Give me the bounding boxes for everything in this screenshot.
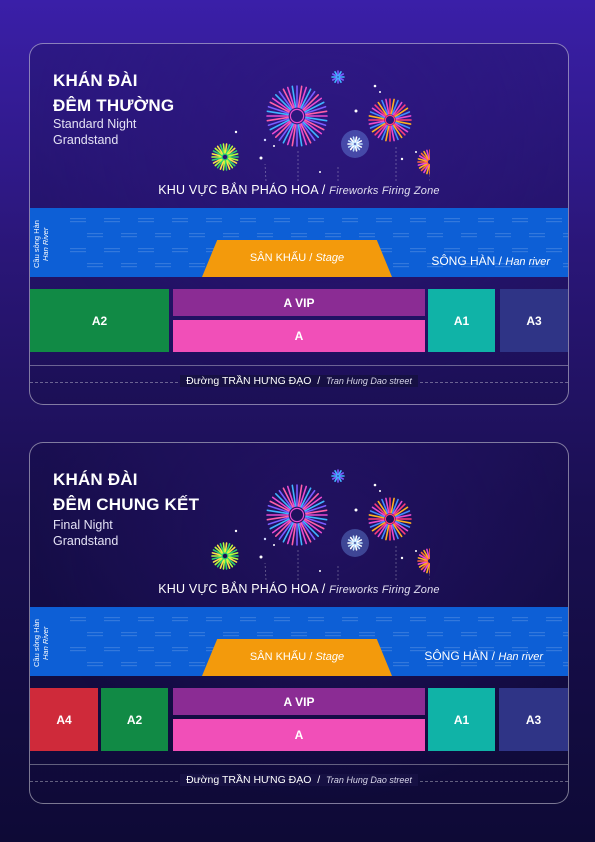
sparkle xyxy=(259,156,263,160)
sparkle xyxy=(263,138,267,142)
firework-burst xyxy=(347,136,363,152)
title-line-1: KHÁN ĐÀI xyxy=(53,71,138,90)
sparkle xyxy=(273,544,275,546)
sparkle xyxy=(234,130,238,134)
sparkle xyxy=(319,570,321,572)
sparkle xyxy=(415,550,417,552)
seat-section-a[interactable]: A xyxy=(173,320,425,352)
seat-section-a3[interactable]: A3 xyxy=(500,289,568,352)
han-bridge-label: Cầu sông Hàn Han River xyxy=(32,220,50,268)
road-edge-line xyxy=(30,365,568,366)
title-line-2: ĐÊM CHUNG KẾT xyxy=(53,495,200,514)
seat-section-a1[interactable]: A1 xyxy=(428,688,495,751)
card-subtitle: Final Night Grandstand xyxy=(53,517,118,549)
river-name-label: SÔNG HÀN / Han river xyxy=(424,649,543,663)
road-edge-line xyxy=(30,764,568,765)
han-bridge-label: Cầu sông Hàn Han River xyxy=(32,619,50,667)
river-name-label: SÔNG HÀN / Han river xyxy=(431,254,550,268)
firework-burst xyxy=(266,85,328,147)
seat-section-a3[interactable]: A3 xyxy=(499,688,568,751)
sparkle xyxy=(400,157,404,161)
title-line-2: ĐÊM THƯỜNG xyxy=(53,96,175,115)
firework-burst xyxy=(331,469,345,483)
sparkle xyxy=(319,171,321,173)
seat-section-a-vip[interactable]: A VIP xyxy=(173,289,425,316)
firework-burst xyxy=(368,98,412,142)
firework-burst xyxy=(211,143,239,171)
title-line-1: KHÁN ĐÀI xyxy=(53,470,138,489)
firework-burst xyxy=(417,149,430,175)
han-river-area: Cầu sông Hàn Han River SÂN KHẤU / Stage … xyxy=(30,208,568,277)
seat-section-a4[interactable]: A4 xyxy=(30,688,98,751)
firework-burst xyxy=(347,535,363,551)
firework-burst xyxy=(211,542,239,570)
sparkle xyxy=(259,555,263,559)
stage: SÂN KHẤU / Stage xyxy=(202,639,392,676)
sparkle xyxy=(373,84,377,88)
card-title: KHÁN ĐÀI ĐÊM THƯỜNG xyxy=(53,68,174,118)
sparkle xyxy=(354,508,358,512)
sparkle xyxy=(234,529,238,533)
card-title: KHÁN ĐÀI ĐÊM CHUNG KẾT xyxy=(53,467,199,517)
sparkle xyxy=(273,145,275,147)
sparkle xyxy=(354,109,358,113)
subtitle-line-2: Grandstand xyxy=(53,133,119,147)
fireworks-zone-label: KHU VỰC BẮN PHÁO HOA / Fireworks Firing … xyxy=(158,183,440,197)
sparkle xyxy=(373,483,377,487)
han-river-area: Cầu sông Hàn Han River SÂN KHẤU / Stage … xyxy=(30,607,568,676)
firework-burst xyxy=(417,548,430,574)
wave-pattern xyxy=(70,617,568,667)
road-label: Đường TRẦN HƯNG ĐẠO / Tran Hung Dao stre… xyxy=(30,375,568,387)
subtitle-line-1: Final Night xyxy=(53,518,113,532)
card-subtitle: Standard Night Grandstand xyxy=(53,116,136,148)
road-label: Đường TRẦN HƯNG ĐẠO / Tran Hung Dao stre… xyxy=(30,774,568,786)
standard-night-card: KHÁN ĐÀI ĐÊM THƯỜNG Standard Night Grand… xyxy=(29,43,569,405)
sparkle xyxy=(379,91,381,93)
seat-section-a[interactable]: A xyxy=(173,719,425,751)
seat-section-a2[interactable]: A2 xyxy=(101,688,168,751)
fireworks-illustration xyxy=(211,70,430,182)
fireworks-illustration xyxy=(211,469,430,581)
subtitle-line-1: Standard Night xyxy=(53,117,137,131)
final-night-card: KHÁN ĐÀI ĐÊM CHUNG KẾT Final Night Grand… xyxy=(29,442,569,804)
seat-section-a-vip[interactable]: A VIP xyxy=(173,688,425,715)
firework-burst xyxy=(368,497,412,541)
seat-section-a2[interactable]: A2 xyxy=(30,289,169,352)
sparkle xyxy=(263,537,267,541)
stage: SÂN KHẤU / Stage xyxy=(202,240,392,277)
sparkle xyxy=(379,490,381,492)
fireworks-zone-label: KHU VỰC BẮN PHÁO HOA / Fireworks Firing … xyxy=(158,582,440,596)
sparkle xyxy=(400,556,404,560)
sparkle xyxy=(415,151,417,153)
seat-section-a1[interactable]: A1 xyxy=(428,289,495,352)
subtitle-line-2: Grandstand xyxy=(53,534,119,548)
firework-burst xyxy=(266,484,328,546)
firework-burst xyxy=(331,70,345,84)
